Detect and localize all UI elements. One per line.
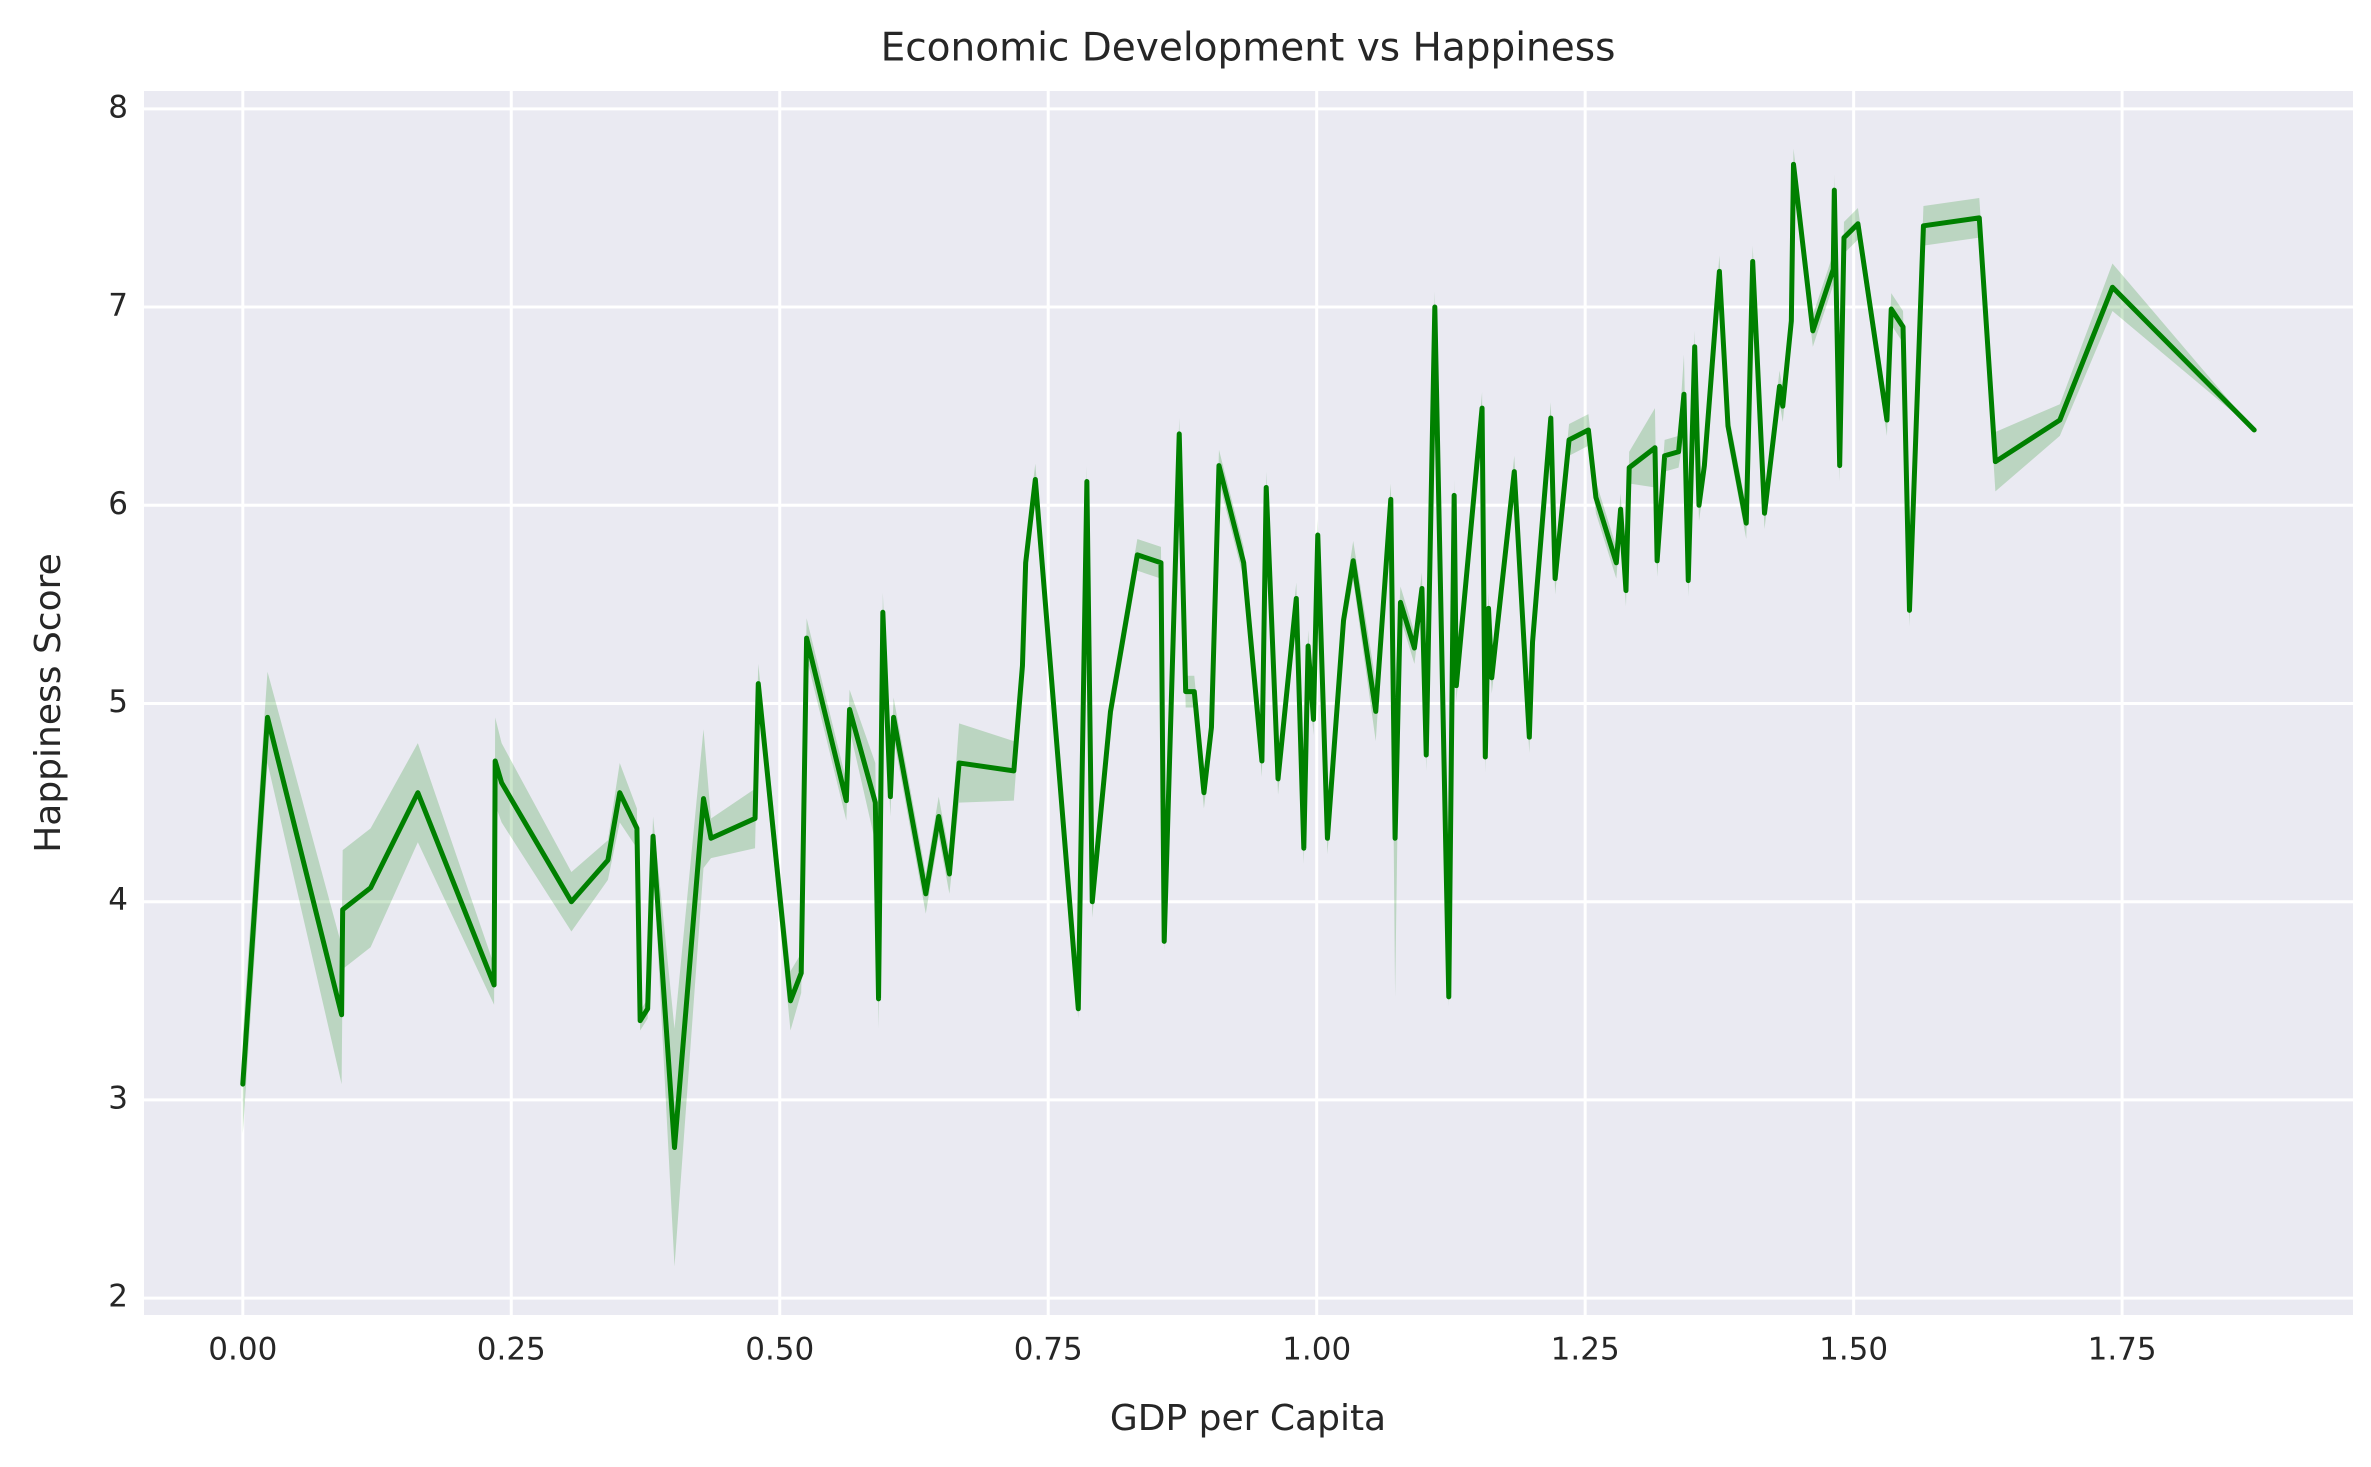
y-tick-label: 2 — [108, 1279, 128, 1315]
data-line — [240, 161, 2257, 1151]
x-tick-label: 0.75 — [1014, 1332, 1083, 1368]
y-tick-label: 6 — [108, 486, 128, 522]
x-tick-label: 0.00 — [208, 1332, 277, 1368]
y-tick-label: 5 — [108, 684, 128, 720]
x-tick-label: 1.75 — [2088, 1332, 2157, 1368]
x-axis-label: GDP per Capita — [1110, 1398, 1386, 1439]
y-tick-label: 7 — [108, 288, 128, 324]
x-tick-label: 1.50 — [1819, 1332, 1888, 1368]
x-tick-label: 1.00 — [1282, 1332, 1351, 1368]
x-tick-label: 0.25 — [477, 1332, 546, 1368]
y-tick-label: 4 — [108, 882, 128, 918]
y-tick-label: 3 — [108, 1080, 128, 1116]
x-tick-label: 0.50 — [745, 1332, 814, 1368]
chart-title: Economic Development vs Happiness — [881, 26, 1616, 71]
y-axis-label: Happiness Score — [28, 553, 69, 853]
x-tick-label: 1.25 — [1551, 1332, 1620, 1368]
y-tick-label: 8 — [108, 89, 128, 125]
